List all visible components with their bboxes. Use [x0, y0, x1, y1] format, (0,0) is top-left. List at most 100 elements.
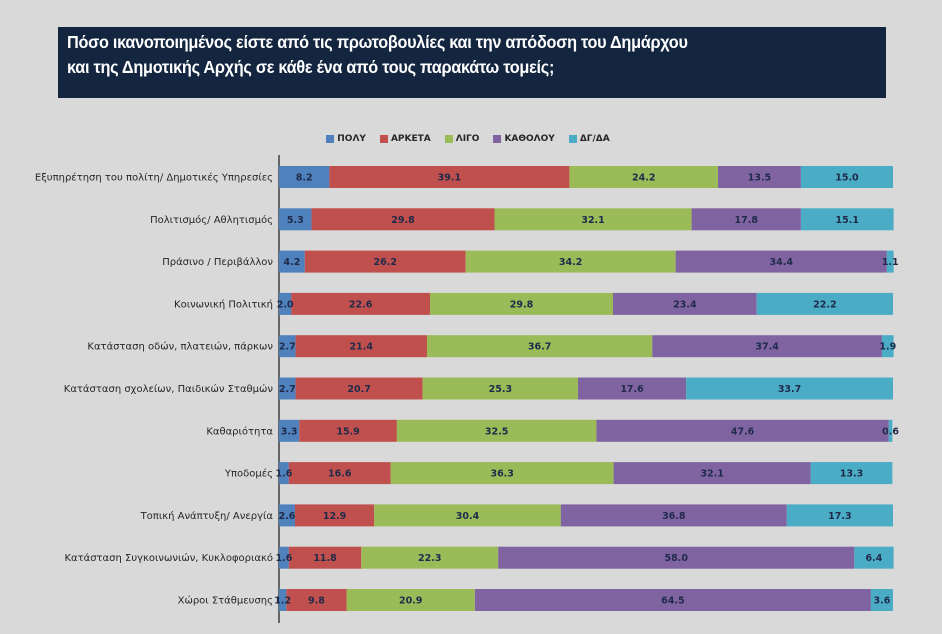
data-label: 1.9 — [879, 342, 896, 353]
data-label: 3.6 — [874, 596, 891, 607]
bar-segment — [691, 208, 801, 231]
data-label: 24.2 — [632, 173, 655, 184]
data-label: 5.3 — [287, 215, 304, 226]
data-label: 39.1 — [438, 173, 461, 184]
data-label: 2.0 — [277, 299, 294, 310]
chart-title-box: Πόσο ικανοποιημένος είστε από τις πρωτοβ… — [58, 27, 886, 98]
data-label: 21.4 — [350, 342, 374, 353]
bar-segment — [279, 546, 289, 569]
legend-label: ΔΓ/ΔΑ — [579, 134, 610, 144]
data-label: 4.2 — [283, 257, 300, 268]
legend-swatch — [444, 135, 453, 143]
bar-segment — [390, 462, 614, 485]
data-label: 17.8 — [735, 215, 759, 226]
bar-segment — [279, 292, 292, 315]
data-label: 8.2 — [296, 173, 313, 184]
category-label: Κοινωνική Πολιτική — [174, 298, 273, 310]
data-label: 20.9 — [399, 596, 422, 607]
data-label: 20.7 — [347, 384, 370, 395]
category-label: Πράσινο / Περιβάλλον — [162, 256, 273, 268]
bar-segment — [422, 377, 579, 400]
category-label: Κατάσταση σχολείων, Παιδικών Σταθμών — [64, 383, 274, 395]
data-label: 34.2 — [559, 257, 582, 268]
bar-segment — [279, 250, 305, 273]
legend-swatch — [493, 135, 502, 143]
bar-segment — [578, 377, 687, 400]
data-label: 37.4 — [755, 342, 779, 353]
category-label: Χώροι Στάθμευσης — [178, 595, 273, 607]
chart-title-line-1: Πόσο ικανοποιημένος είστε από τις πρωτοβ… — [67, 32, 688, 52]
bar-segment — [279, 335, 296, 358]
legend-label: ΠΟΛΥ — [337, 134, 366, 144]
data-label: 2.7 — [279, 384, 296, 395]
bar-segment — [596, 419, 889, 442]
bar-segment — [396, 419, 597, 442]
bar-segment — [854, 546, 894, 569]
bar-segment — [870, 589, 893, 611]
category-label: Πολιτισμός/ Αθλητισμός — [150, 214, 273, 226]
legend-item: ΠΟΛΥ — [326, 131, 366, 147]
bar-segment — [613, 292, 757, 315]
data-label: 22.2 — [813, 299, 836, 310]
data-label: 1.6 — [275, 553, 292, 564]
data-label: 13.3 — [840, 469, 863, 480]
bar-segment — [291, 292, 431, 315]
data-label: 64.5 — [661, 596, 684, 607]
data-label: 58.0 — [665, 553, 689, 564]
bar-segment — [498, 546, 855, 569]
bar-segment — [426, 335, 653, 358]
bar-segment — [294, 504, 375, 527]
data-label: 15.1 — [836, 215, 859, 226]
data-label: 12.9 — [323, 511, 346, 522]
bar-segment — [279, 377, 296, 400]
bar-segment — [279, 462, 289, 485]
data-label: 2.6 — [279, 511, 296, 522]
data-label: 13.5 — [748, 173, 771, 184]
data-label: 36.7 — [528, 342, 551, 353]
category-label: Υποδομές — [224, 468, 273, 480]
legend-swatch — [326, 135, 335, 143]
bar-segment — [374, 504, 561, 527]
bar-segment — [881, 335, 894, 358]
data-label: 32.1 — [700, 469, 723, 480]
bar-segment — [288, 546, 362, 569]
legend-item: ΛΙΓΟ — [444, 131, 479, 147]
bar-segment — [286, 589, 347, 611]
category-label: Κατάσταση οδών, πλατειών, πάρκων — [87, 341, 273, 353]
legend-item: ΚΑΘΟΛΟΥ — [493, 131, 555, 147]
data-label: 17.6 — [620, 384, 644, 395]
bar-segment — [430, 292, 614, 315]
bar-segment — [560, 504, 787, 527]
bar-segment — [474, 589, 871, 611]
category-label: Καθαριότητα — [206, 425, 273, 437]
bar-segment — [311, 208, 495, 231]
data-label: 3.3 — [281, 426, 298, 437]
data-label: 15.9 — [336, 426, 359, 437]
bar-segment — [299, 419, 397, 442]
bar-segment — [288, 462, 391, 485]
bar-segment — [295, 335, 427, 358]
bar-segment — [886, 250, 894, 273]
data-label: 22.3 — [418, 553, 441, 564]
bar-segment — [279, 419, 300, 442]
data-label: 15.0 — [835, 173, 859, 184]
data-label: 26.2 — [373, 257, 396, 268]
bar-segment — [569, 166, 719, 188]
data-label: 23.4 — [673, 299, 697, 310]
bar-segment — [686, 377, 893, 400]
bar-segment — [295, 377, 423, 400]
legend-swatch — [568, 135, 577, 143]
legend-label: ΑΡΚΕΤΑ — [390, 134, 431, 144]
legend-swatch — [379, 135, 388, 143]
data-label: 11.8 — [313, 553, 337, 564]
bar-segment — [810, 462, 893, 485]
bar-segment — [494, 208, 692, 231]
bar-segment — [756, 292, 893, 315]
category-label: Κατάσταση Συγκοινωνιών, Κυκλοφοριακό — [64, 552, 273, 564]
data-label: 33.7 — [778, 384, 801, 395]
data-label: 29.8 — [391, 215, 415, 226]
data-label: 32.1 — [581, 215, 604, 226]
data-label: 16.6 — [328, 469, 352, 480]
data-label: 32.5 — [485, 426, 508, 437]
